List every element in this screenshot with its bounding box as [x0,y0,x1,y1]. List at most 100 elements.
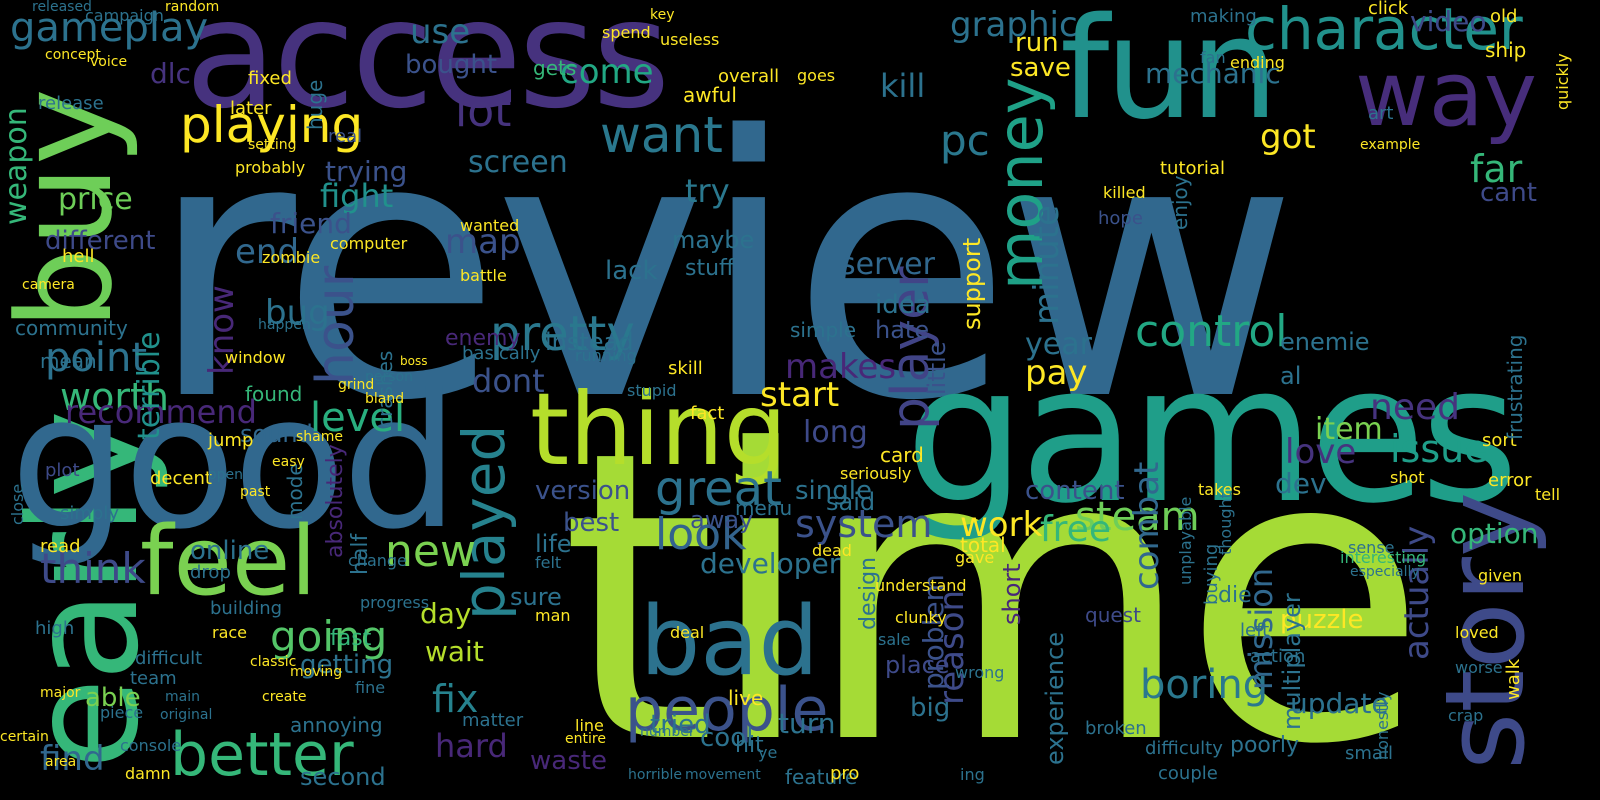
word: update [1290,687,1389,720]
word: fast [330,626,372,651]
word: graphic [950,5,1078,45]
word: error [1488,470,1532,491]
word: boring [1140,662,1269,708]
word: short [998,563,1026,625]
word: gave [955,548,995,567]
word: probably [235,158,306,177]
word: open [208,467,243,483]
word: screen [468,145,568,180]
word: sale [878,630,911,649]
word: going [270,612,388,661]
word: concept [45,47,101,63]
word: use [410,12,471,52]
word: absolutely [323,444,348,558]
word: need [1370,387,1460,428]
word: spend [602,23,651,42]
word: better [170,720,354,790]
word: awful [683,83,737,107]
word: progress [360,593,430,612]
word: change [348,551,407,570]
word: online [190,536,270,566]
word: worth [60,375,169,419]
word: content [1025,476,1125,506]
word: control [1135,306,1288,357]
word: killed [1103,183,1146,202]
word: support [958,237,986,330]
word: annoying [290,713,383,737]
word: dont [472,362,545,400]
word: interesting [1340,548,1427,567]
word: classic [250,654,297,670]
word: start [760,375,840,415]
word: trying [325,155,408,188]
word: window [225,348,286,367]
word: clunky [895,608,947,627]
word: click [1368,0,1409,19]
word: poorly [1230,733,1300,758]
word: drop [190,562,231,583]
word: given [1478,566,1523,585]
word: damn [125,764,171,783]
word: enemie [1280,328,1370,356]
word: think [40,544,146,593]
word: cool [700,723,754,753]
word: understand [875,576,967,595]
word: fight [320,177,394,215]
word: wanted [460,216,520,235]
word: computer [330,234,408,253]
word: great [655,461,782,517]
word: bought [405,50,498,80]
word: happen [258,317,311,333]
word: seriously [840,464,912,483]
word: fix [432,677,479,721]
word: line [575,716,604,735]
word: total [960,533,1006,557]
word: voice [90,54,128,70]
word: good [10,354,459,570]
word: enemy [445,326,521,351]
word: goes [797,66,836,85]
word: matter [462,710,524,731]
word: past [240,484,271,500]
word: menu [735,496,793,520]
word: hard [435,727,508,765]
word: building [210,598,283,619]
word: hate [875,316,930,344]
word: long [803,415,868,450]
word: second [300,763,386,791]
word: pretty [490,306,635,362]
word: certain [0,729,49,745]
word: getting [300,650,394,680]
word: combat [1127,461,1167,590]
word: steam [1075,494,1200,540]
word: developer [700,547,841,580]
word: try [685,172,730,210]
word: system [795,502,933,546]
word: gets [533,56,577,80]
word: pay [1025,353,1088,393]
word: away [690,506,754,534]
word: ye [758,743,778,762]
word: tell [1535,485,1561,504]
word: feel [140,507,317,617]
word: games [905,324,1519,545]
word: buying [1201,543,1222,605]
word: day [420,597,472,630]
word: life [535,530,572,558]
word: work [960,505,1043,545]
word: item [1315,412,1383,447]
word: random [165,0,220,15]
word: sound [240,420,313,448]
word: way [1355,42,1538,147]
word: bland [365,391,405,407]
word: setting [248,137,297,153]
word: playing [180,96,364,154]
word: look [655,509,747,560]
word: far [1470,147,1523,191]
word: fixed [248,68,292,89]
word: save [1010,53,1071,83]
word: movement [685,767,761,783]
word: dev [1275,467,1327,500]
word: version [535,476,631,506]
word: takes [1198,480,1241,499]
